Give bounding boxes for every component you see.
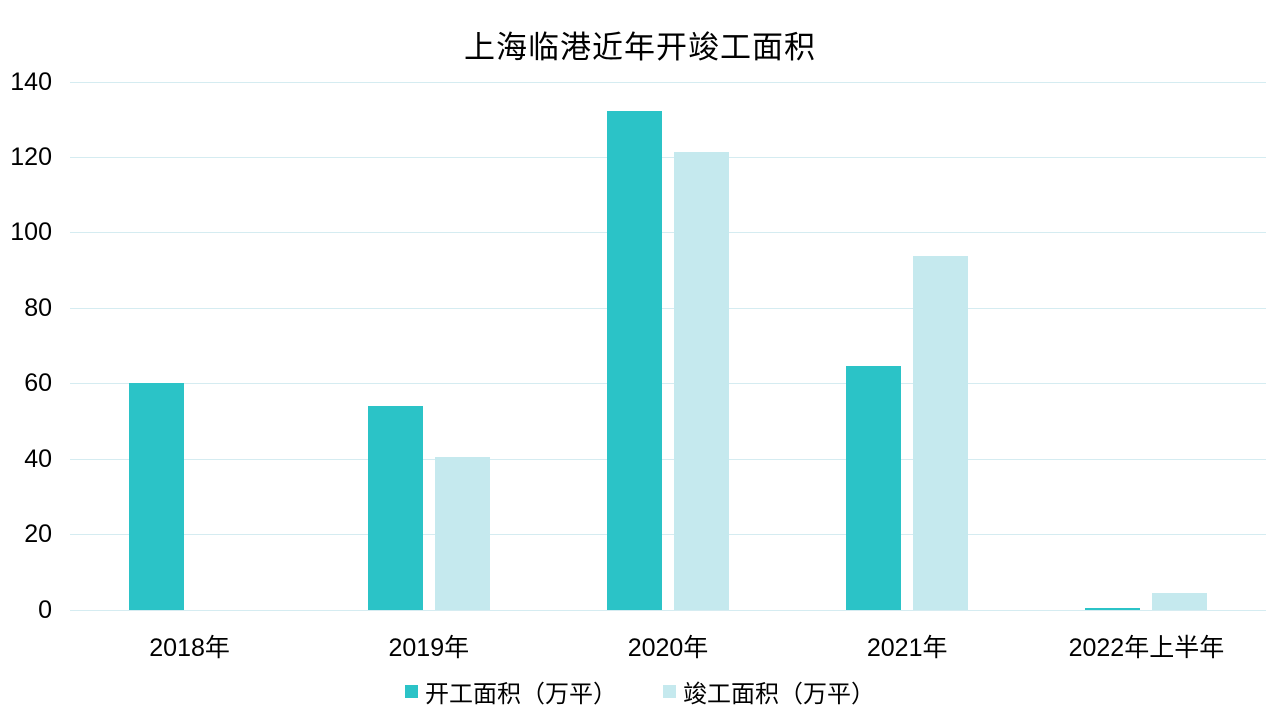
bar-series-1 — [607, 110, 662, 610]
bar-series-2 — [674, 152, 729, 610]
gridline — [70, 609, 1266, 611]
chart-title: 上海临港近年开竣工面积 — [464, 30, 816, 65]
x-tick-label: 2022年上半年 — [1068, 634, 1225, 662]
y-tick-label: 140 — [10, 67, 52, 96]
legend-item: 开工面积（万平） — [405, 674, 617, 709]
gridline — [70, 232, 1266, 234]
y-tick-label: 20 — [24, 520, 52, 549]
gridline — [70, 156, 1266, 158]
bar-series-2 — [913, 255, 969, 610]
legend: 开工面积（万平） 竣工面积（万平） — [0, 674, 1280, 709]
legend-label: 开工面积（万平） — [425, 681, 617, 708]
x-tick-label: 2019年 — [388, 634, 470, 662]
bar-series-1 — [1085, 607, 1141, 610]
plot-area — [70, 81, 1266, 611]
x-tick-label: 2018年 — [149, 634, 230, 662]
gridline — [70, 458, 1266, 460]
bar-series-1 — [846, 365, 902, 610]
bar-series-1 — [367, 405, 423, 610]
y-tick-label: 60 — [24, 369, 52, 398]
bar-series-1 — [128, 382, 184, 610]
y-tick-label: 0 — [38, 595, 52, 624]
y-tick-label: 40 — [24, 444, 52, 473]
bar-series-2 — [434, 456, 490, 610]
gridline — [70, 307, 1266, 309]
legend-item: 竣工面积（万平） — [663, 674, 875, 709]
legend-swatch-icon — [405, 685, 418, 698]
legend-swatch-icon — [663, 685, 676, 698]
gridline — [70, 383, 1266, 385]
x-tick-label: 2021年 — [866, 634, 948, 662]
x-tick-label: 2020年 — [627, 634, 709, 662]
gridline — [70, 534, 1266, 536]
y-axis: 0 20 40 60 80 100 120 140 — [0, 0, 58, 720]
bar-series-2 — [1152, 593, 1208, 610]
gridline — [70, 81, 1266, 83]
y-tick-label: 80 — [24, 293, 52, 322]
legend-label: 竣工面积（万平） — [683, 681, 875, 708]
y-tick-label: 100 — [10, 218, 52, 247]
y-tick-label: 120 — [10, 142, 52, 171]
